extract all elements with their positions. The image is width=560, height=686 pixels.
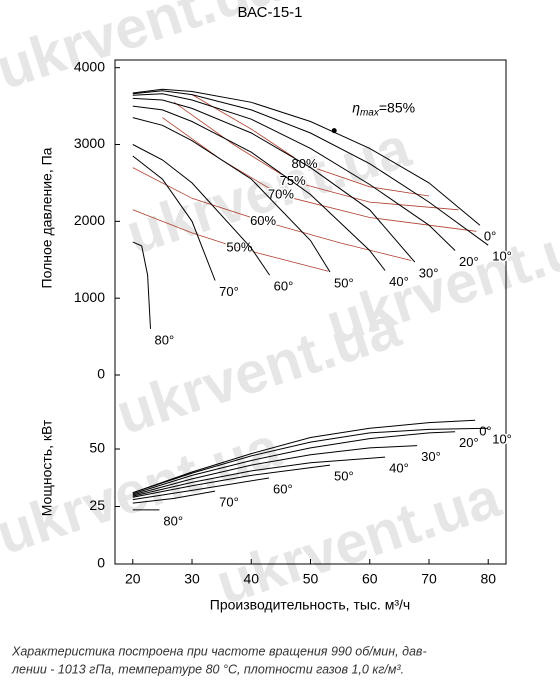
curve-label: 60° [273,481,293,496]
x-tick-label: 80 [480,571,496,587]
x-tick-label: 20 [125,571,141,587]
y-tick-label: 3000 [74,135,105,151]
watermark: ukrvent.ua [319,204,560,357]
x-tick-label: 60 [362,571,378,587]
efficiency-label: 70% [268,187,294,202]
y-tick-label: 0 [97,555,105,571]
efficiency-label: 50% [226,240,252,255]
curve-label: 60° [274,279,294,294]
curve-label: 80° [155,332,175,347]
max-label: ηmax=85% [352,99,415,118]
y-tick-label: 4000 [74,58,105,74]
efficiency-line [132,167,412,261]
curve [132,155,216,281]
curve [132,419,476,494]
curve [132,431,456,495]
efficiency-label: 75% [280,173,306,188]
curve-label: 70° [219,284,239,299]
curve-label: 80° [163,513,183,528]
efficiency-line [132,209,329,272]
y-tick-label: 0 [97,366,105,382]
curve [132,477,270,501]
curve-label: 0° [479,424,491,439]
footnote: Характеристика построена при частоте вра… [11,644,427,658]
curve-label: 20° [459,254,479,269]
x-tick-label: 30 [184,571,200,587]
curve [132,90,489,246]
watermarks: ukrvent.ua ukrvent.ua ukrvent.ua ukrvent… [0,0,560,617]
curve [132,105,386,271]
curve [132,456,386,497]
y-tick-label: 50 [89,440,105,456]
x-axis-label: Производительность, тыс. м³/ч [210,597,410,613]
y-tick-label: 25 [89,497,105,513]
curve [132,445,418,496]
curve [132,490,216,504]
curve-label: 20° [459,435,479,450]
max-text: =85% [379,99,415,115]
curve-label: 50° [334,275,354,290]
curve [132,241,151,329]
curve [132,88,481,226]
curve [132,117,331,273]
y-axis-label: Полное давление, Па [39,147,55,288]
curve-label: 40° [389,460,409,475]
chart-title: ВАС-15-1 [237,4,302,21]
max-point [331,128,337,134]
curve [132,97,416,263]
x-tick-label: 40 [243,571,259,587]
y-axis-label: Мощность, кВт [39,419,55,516]
curve-label: 40° [389,274,409,289]
curve [132,93,456,251]
x-tick-label: 70 [421,571,437,587]
curve-label: 30° [421,449,441,464]
max-subscript: max [360,107,380,118]
curve [132,464,331,498]
curve-label: 10° [492,432,512,447]
efficiency-line [162,117,477,232]
efficiency-label: 60% [250,213,276,228]
curve-label: 30° [419,265,439,280]
footnote: лении - 1013 гПа, температуре 80 °С, пло… [11,662,404,676]
y-tick-label: 1000 [74,289,105,305]
curve-label: 10° [492,249,512,264]
x-tick-label: 50 [303,571,319,587]
curve-label: 70° [219,495,239,510]
efficiency-label: 80% [292,156,318,171]
y-tick-label: 2000 [74,212,105,228]
max-symbol: η [352,99,360,115]
curve-label: 0° [484,229,496,244]
curve [132,427,489,494]
curve [132,144,271,276]
curve-label: 50° [334,469,354,484]
